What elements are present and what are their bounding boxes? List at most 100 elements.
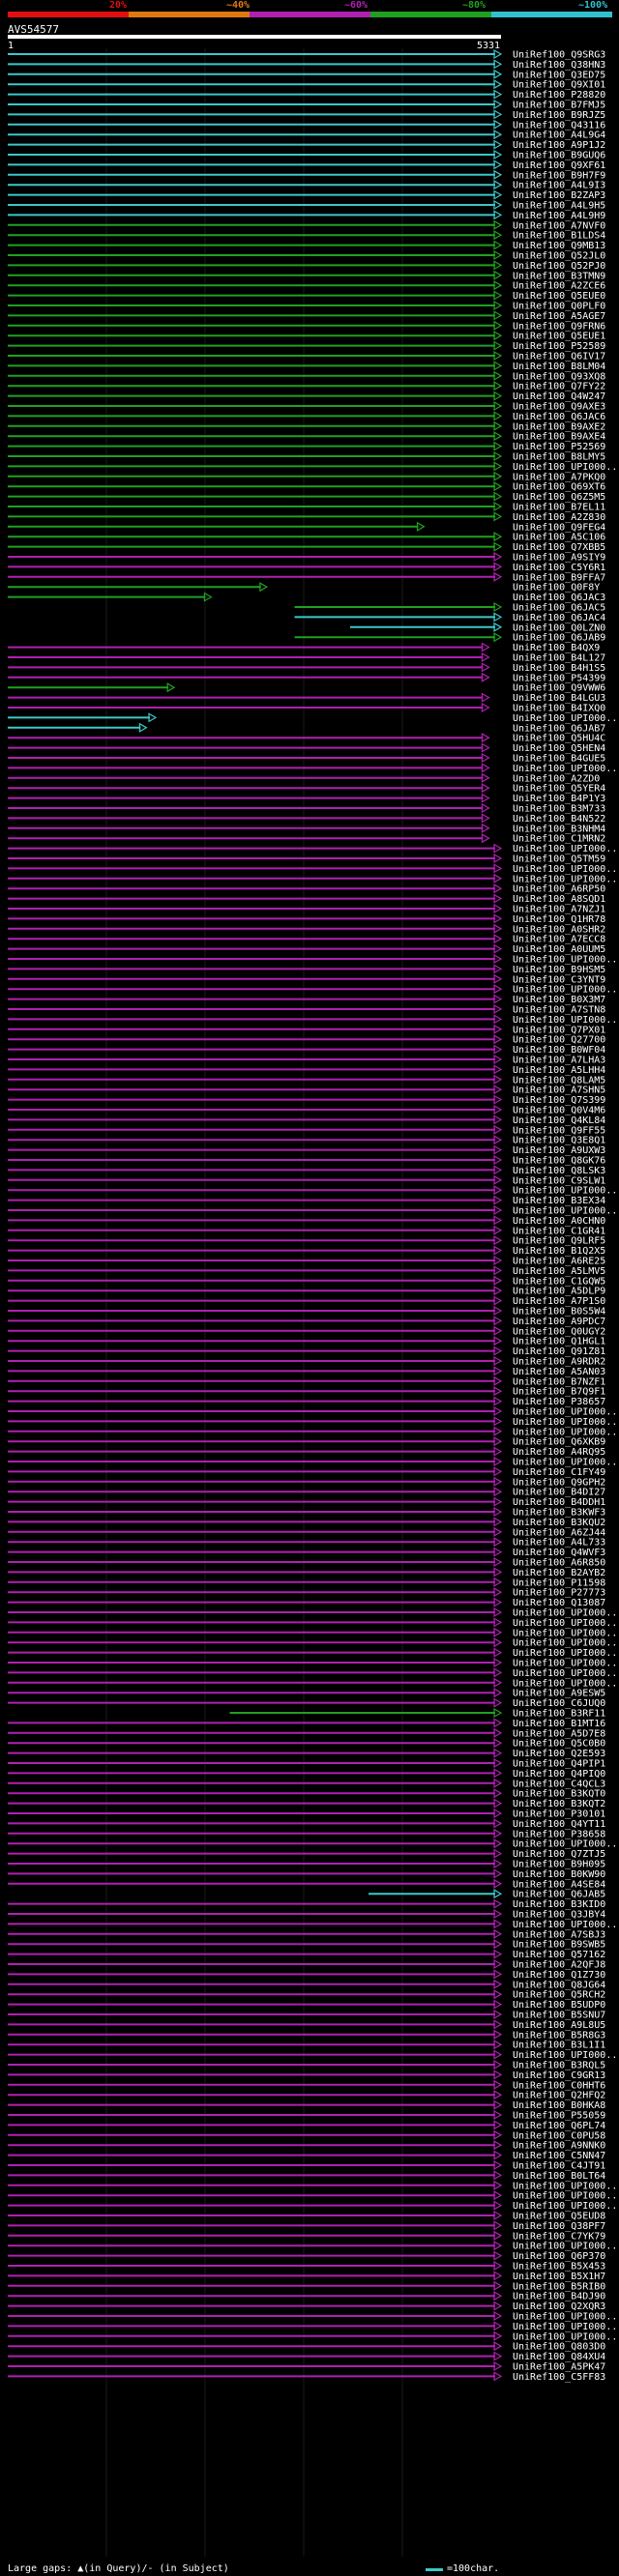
hit-label: UniRef100_Q1Z730: [513, 1970, 605, 1981]
hit-label: UniRef100_B5R8G3: [513, 2030, 605, 2041]
hit-arrow: [493, 1908, 503, 1920]
hit-label: UniRef100_Q9GPH2: [513, 1477, 605, 1488]
hit-arrow: [493, 1386, 503, 1397]
hit-label: UniRef100_Q4YT11: [513, 1819, 605, 1830]
hit-label: UniRef100_B3TMN9: [513, 271, 605, 281]
hit-label: UniRef100_Q5EUE0: [513, 291, 605, 302]
scale-label-60: ~60%: [344, 0, 368, 11]
hit-arrow: [493, 2009, 503, 2020]
hit-label: UniRef100_B0KW90: [513, 1869, 605, 1880]
hit-arrow: [493, 1064, 503, 1075]
hit-label: UniRef100_Q13087: [513, 1598, 605, 1608]
hit-arrow: [493, 450, 503, 462]
hit-arrow: [493, 883, 503, 894]
hit-arrow: [493, 1556, 503, 1568]
hit-label: UniRef100_B5RIB0: [513, 2281, 605, 2292]
hit-label: UniRef100_A0CHN0: [513, 1216, 605, 1227]
hit-label: UniRef100_B4P1Y3: [513, 794, 605, 804]
hit-arrow: [493, 109, 503, 120]
hit-arrow: [493, 89, 503, 100]
hit-label: UniRef100_Q7FY22: [513, 382, 605, 392]
hit-label: UniRef100_B5X453: [513, 2262, 605, 2272]
hit-arrow: [493, 400, 503, 412]
hit-label: UniRef100_A6RP50: [513, 884, 605, 895]
hit-label: UniRef100_UPI000...: [513, 1668, 619, 1679]
hit-arrow: [493, 1677, 503, 1688]
hit-arrow: [493, 381, 503, 391]
hit-arrow: [493, 1336, 503, 1346]
hit-arrow: [493, 1697, 503, 1708]
hit-label: UniRef100_B9SWB5: [513, 1940, 605, 1951]
scale-label-40: ~40%: [226, 0, 251, 11]
hit-arrow: [493, 130, 503, 140]
hit-label: UniRef100_B4H1S5: [513, 663, 605, 674]
hit-arrow: [493, 491, 503, 502]
hit-label: UniRef100_UPI000...: [513, 1186, 619, 1197]
hit-label: UniRef100_Q57162: [513, 1950, 605, 1960]
hit-label: UniRef100_C5FF83: [513, 2372, 605, 2383]
hit-label: UniRef100_Q9XF61: [513, 160, 605, 171]
hit-arrow: [493, 1989, 503, 2000]
hit-arrow: [493, 973, 503, 984]
hit-arrow: [493, 2120, 503, 2130]
hit-arrow: [416, 521, 426, 532]
hit-arrow: [493, 48, 503, 60]
hit-label: UniRef100_B4GUE5: [513, 754, 605, 765]
hit-arrow: [493, 1265, 503, 1276]
hit-label: UniRef100_C5NN47: [513, 2151, 605, 2161]
hit-arrow: [493, 1757, 503, 1769]
hit-arrow: [493, 411, 503, 421]
hit-label: UniRef100_Q1HGL1: [513, 1337, 605, 1347]
hit-label: UniRef100_B9H7F9: [513, 170, 605, 181]
hit-arrow: [493, 139, 503, 150]
hit-label: UniRef100_Q6JAC5: [513, 603, 605, 614]
hit-arrow: [493, 1154, 503, 1166]
hit-arrow: [493, 1316, 503, 1326]
hit-arrow: [493, 1999, 503, 2010]
hit-arrow: [493, 541, 503, 552]
hit-arrow: [493, 1878, 503, 1889]
hit-arrow: [493, 2200, 503, 2211]
hit-label: UniRef100_A2QFJ8: [513, 1960, 605, 1971]
hit-label: UniRef100_Q0LZN0: [513, 622, 605, 633]
hit-label: UniRef100_A9RDR2: [513, 1357, 605, 1368]
hit-arrow: [493, 230, 503, 241]
hit-label: UniRef100_A5D7E8: [513, 1728, 605, 1739]
hit-arrow: [493, 873, 503, 883]
hit-arrow: [493, 2059, 503, 2070]
hit-label: UniRef100_B3RF11: [513, 1709, 605, 1720]
scale-segment-40: [129, 12, 250, 17]
hit-label: UniRef100_Q8LAM5: [513, 1075, 605, 1085]
hit-arrow: [493, 1537, 503, 1548]
hit-label: UniRef100_A6R850: [513, 1558, 605, 1569]
hit-arrow: [493, 953, 503, 965]
hit-label: UniRef100_Q9XI01: [513, 80, 605, 91]
hit-arrow: [493, 1858, 503, 1869]
hit-arrow: [493, 2341, 503, 2352]
query-bar: [8, 35, 501, 39]
hit-arrow: [493, 2170, 503, 2181]
hit-label: UniRef100_B3NHM4: [513, 824, 605, 834]
hit-arrow: [493, 1295, 503, 1306]
hit-label: UniRef100_UPI000...: [513, 1015, 619, 1026]
hit-label: UniRef100_B4DDH1: [513, 1497, 605, 1508]
hit-label: UniRef100_UPI000...: [513, 1920, 619, 1930]
hit-label: UniRef100_B9RJZ5: [513, 110, 605, 121]
hit-label: UniRef100_P52569: [513, 442, 605, 452]
hit-label: UniRef100_UPI000...: [513, 1206, 619, 1217]
hit-label: UniRef100_B4DJ90: [513, 2292, 605, 2302]
hit-label: UniRef100_UPI000...: [513, 1458, 619, 1468]
hit-arrow: [493, 149, 503, 160]
hit-label: UniRef100_UPI000...: [513, 1638, 619, 1649]
hit-arrow: [493, 2241, 503, 2251]
hit-arrow: [493, 1305, 503, 1317]
hit-arrow: [493, 340, 503, 351]
hit-arrow: [493, 1848, 503, 1859]
hit-label: UniRef100_Q8LSK3: [513, 1166, 605, 1176]
hit-label: UniRef100_UPI000...: [513, 1417, 619, 1428]
hit-arrow: [203, 592, 213, 602]
hit-label: UniRef100_Q9VWW6: [513, 683, 605, 694]
hit-arrow: [493, 1727, 503, 1738]
hit-arrow: [493, 1949, 503, 1959]
hit-label: UniRef100_B1MT16: [513, 1719, 605, 1729]
